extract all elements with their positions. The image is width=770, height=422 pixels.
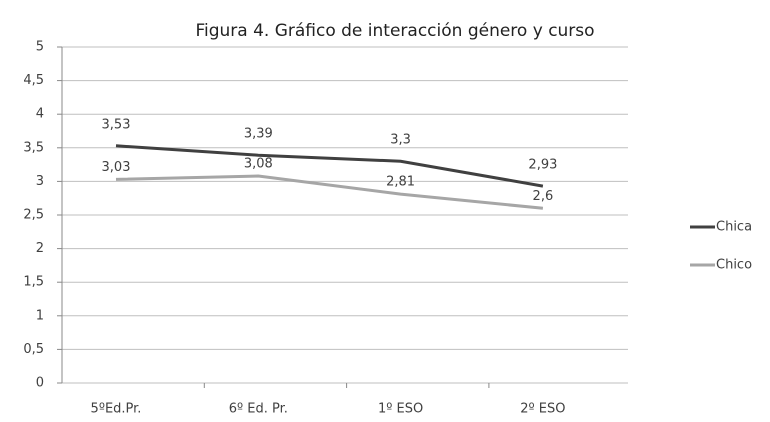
data-label: 3,53 xyxy=(102,117,131,132)
data-label: 3,39 xyxy=(244,127,273,142)
series-line xyxy=(115,144,544,188)
x-tick-label: 6º Ed. Pr. xyxy=(229,402,288,417)
data-label: 2,93 xyxy=(528,158,557,173)
legend-label: Chica xyxy=(716,220,752,235)
data-label: 3,3 xyxy=(390,133,411,148)
data-label: 3,08 xyxy=(244,157,273,172)
y-tick-label: 0,5 xyxy=(23,342,44,357)
y-tick-label: 0 xyxy=(36,376,44,391)
chart-title: Figura 4. Gráfico de interacción género … xyxy=(195,21,594,41)
y-tick-label: 2,5 xyxy=(23,208,44,223)
data-label: 2,81 xyxy=(386,175,415,190)
data-label: 2,6 xyxy=(533,189,554,204)
y-tick-label: 4,5 xyxy=(23,73,44,88)
data-label: 3,03 xyxy=(102,160,131,175)
x-tick-label: 5ºEd.Pr. xyxy=(91,402,142,417)
y-tick-label: 5 xyxy=(36,40,44,55)
x-tick-label: 1º ESO xyxy=(378,402,423,417)
series-line xyxy=(115,174,544,210)
y-tick-label: 3,5 xyxy=(23,140,44,155)
y-tick-label: 3 xyxy=(36,174,44,189)
legend-label: Chico xyxy=(716,258,752,273)
y-tick-label: 4 xyxy=(36,107,44,122)
y-tick-label: 2 xyxy=(36,241,44,256)
y-tick-label: 1,5 xyxy=(23,275,44,290)
y-tick-label: 1 xyxy=(36,308,44,323)
x-tick-label: 2º ESO xyxy=(520,402,565,417)
